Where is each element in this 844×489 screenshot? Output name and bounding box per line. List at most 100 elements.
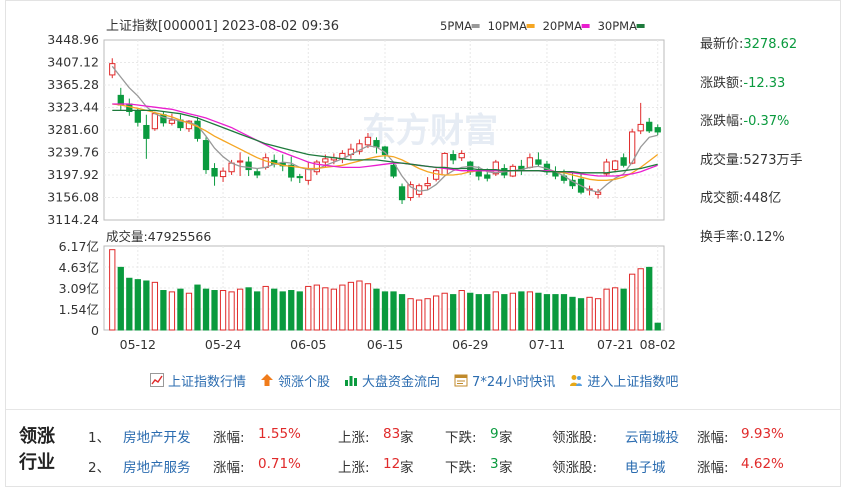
- quote-row-change-pct: 涨跌幅:-0.37%: [700, 107, 840, 146]
- quote-label: 成交量:: [700, 152, 744, 168]
- sector-up-count: 12: [383, 456, 401, 472]
- volume-bar: [654, 322, 661, 331]
- leading-sector-title: 领涨 行业: [12, 424, 62, 476]
- sector-change-value: 1.55%: [258, 426, 301, 442]
- link-top-gainers[interactable]: 领涨个股: [260, 371, 330, 390]
- up-arrow-icon: [261, 374, 274, 386]
- quote-label: 涨跌额:: [700, 75, 744, 91]
- link-index-quote[interactable]: 上证指数行情: [150, 371, 246, 390]
- sector-up-unit: 家: [400, 460, 414, 476]
- quote-value: -0.37%: [743, 114, 790, 130]
- volume-bar: [356, 280, 363, 331]
- volume-bar: [347, 281, 355, 331]
- candle-body: [475, 171, 482, 177]
- line-chart-icon: [150, 373, 164, 387]
- candlestick-chart[interactable]: 3448.96 3407.12 3365.28 3323.44 3281.60 3239.…: [0, 0, 844, 360]
- divider: [6, 409, 840, 410]
- link-news-flash[interactable]: 7*24小时快讯: [454, 371, 555, 390]
- volume-bar: [143, 280, 150, 331]
- candle-body: [322, 158, 329, 163]
- sector-lead-stock-link[interactable]: 电子城: [625, 460, 666, 476]
- candle-body: [313, 161, 320, 173]
- quote-label: 涨跌幅:: [700, 114, 744, 130]
- candle-body: [611, 160, 619, 171]
- volume-bar: [185, 292, 193, 331]
- sector-down-count: 3: [490, 456, 499, 472]
- ma-legend-label: 30PMA: [598, 19, 637, 33]
- quote-value: 3278.62: [743, 37, 798, 52]
- volume-bar: [211, 290, 218, 331]
- date-tick-label: 05-12: [120, 337, 156, 352]
- volume-bar: [134, 279, 141, 331]
- sector-down-unit: 家: [499, 460, 513, 476]
- link-label: 上证指数行情: [168, 374, 247, 390]
- quote-label: 最新价:: [700, 37, 744, 52]
- quote-row-change: 涨跌额:-12.33: [700, 69, 840, 108]
- date-tick-label: 08-02: [640, 337, 676, 352]
- volume-bar: [611, 287, 619, 331]
- volume-bar: [467, 292, 474, 331]
- date-tick-label: 06-15: [367, 337, 403, 352]
- candle-body: [637, 123, 644, 132]
- price-tick-label: 3197.92: [47, 167, 99, 182]
- volume-bar: [228, 291, 235, 331]
- sector-lead-label: 领涨股:: [552, 430, 598, 446]
- price-tick-label: 3407.12: [47, 55, 99, 70]
- volume-bar: [586, 296, 593, 331]
- candle-body: [168, 119, 176, 124]
- volume-bar: [398, 294, 406, 331]
- candle-body: [603, 161, 610, 175]
- link-index-forum[interactable]: 进入上证指数吧: [569, 371, 678, 390]
- volume-bar: [424, 298, 431, 331]
- volume-bar: [569, 296, 576, 331]
- candle-body: [211, 168, 218, 177]
- ma-legend-label: 5PMA: [440, 19, 472, 33]
- date-tick-label: 06-29: [452, 337, 488, 352]
- volume-bar: [560, 294, 568, 331]
- link-fund-flow[interactable]: 大盘资金流向: [344, 371, 440, 390]
- quote-value: -12.33: [743, 75, 786, 91]
- sector-down-label: 下跌:: [445, 460, 477, 476]
- candle-body: [134, 111, 141, 123]
- sector-lead-stock-link[interactable]: 云南城投: [625, 430, 679, 446]
- quote-row-volume: 成交量:5273万手: [700, 146, 840, 185]
- volume-bar: [637, 268, 644, 331]
- volume-bar: [577, 298, 585, 331]
- candle-body: [620, 157, 627, 166]
- quote-row-amount: 成交额:448亿: [700, 184, 840, 223]
- candle-body: [390, 164, 397, 177]
- quote-value: 448亿: [743, 191, 782, 207]
- link-label: 领涨个股: [278, 374, 331, 390]
- sector-name-link[interactable]: 房地产开发: [123, 430, 191, 446]
- volume-bar: [262, 285, 269, 331]
- date-tick-label: 07-11: [529, 337, 565, 352]
- price-tick-label: 3156.08: [47, 190, 99, 205]
- volume-bar: [535, 292, 542, 331]
- sector-lead-change-value: 9.93%: [741, 426, 784, 442]
- volume-bar: [245, 287, 252, 331]
- quote-row-turnover: 换手率:0.12%: [700, 223, 840, 262]
- volume-bar: [271, 288, 278, 331]
- volume-bar: [646, 266, 653, 331]
- volume-bar: [194, 284, 201, 331]
- volume-bar: [177, 288, 184, 331]
- ma-legend-label: 10PMA: [488, 19, 527, 33]
- sector-name-link[interactable]: 房地产服务: [123, 460, 191, 476]
- candle-body: [654, 127, 661, 133]
- link-label: 大盘资金流向: [362, 374, 441, 390]
- ma-line: [111, 65, 658, 193]
- date-tick-label: 05-24: [205, 337, 241, 352]
- candle-body: [245, 161, 252, 171]
- quote-label: 成交额:: [700, 191, 744, 207]
- candle-body: [458, 152, 465, 159]
- price-tick-label: 3239.76: [47, 145, 99, 160]
- volume-bar: [484, 294, 491, 331]
- quote-panel: [5, 0, 841, 487]
- candle-body: [305, 168, 312, 181]
- volume-bar: [373, 288, 380, 331]
- candle-body: [424, 183, 431, 187]
- volume-bar: [450, 294, 457, 331]
- volume-bar: [117, 266, 124, 331]
- sector-lead-change-label: 涨幅:: [697, 460, 729, 476]
- quote-label: 换手率:: [700, 229, 744, 245]
